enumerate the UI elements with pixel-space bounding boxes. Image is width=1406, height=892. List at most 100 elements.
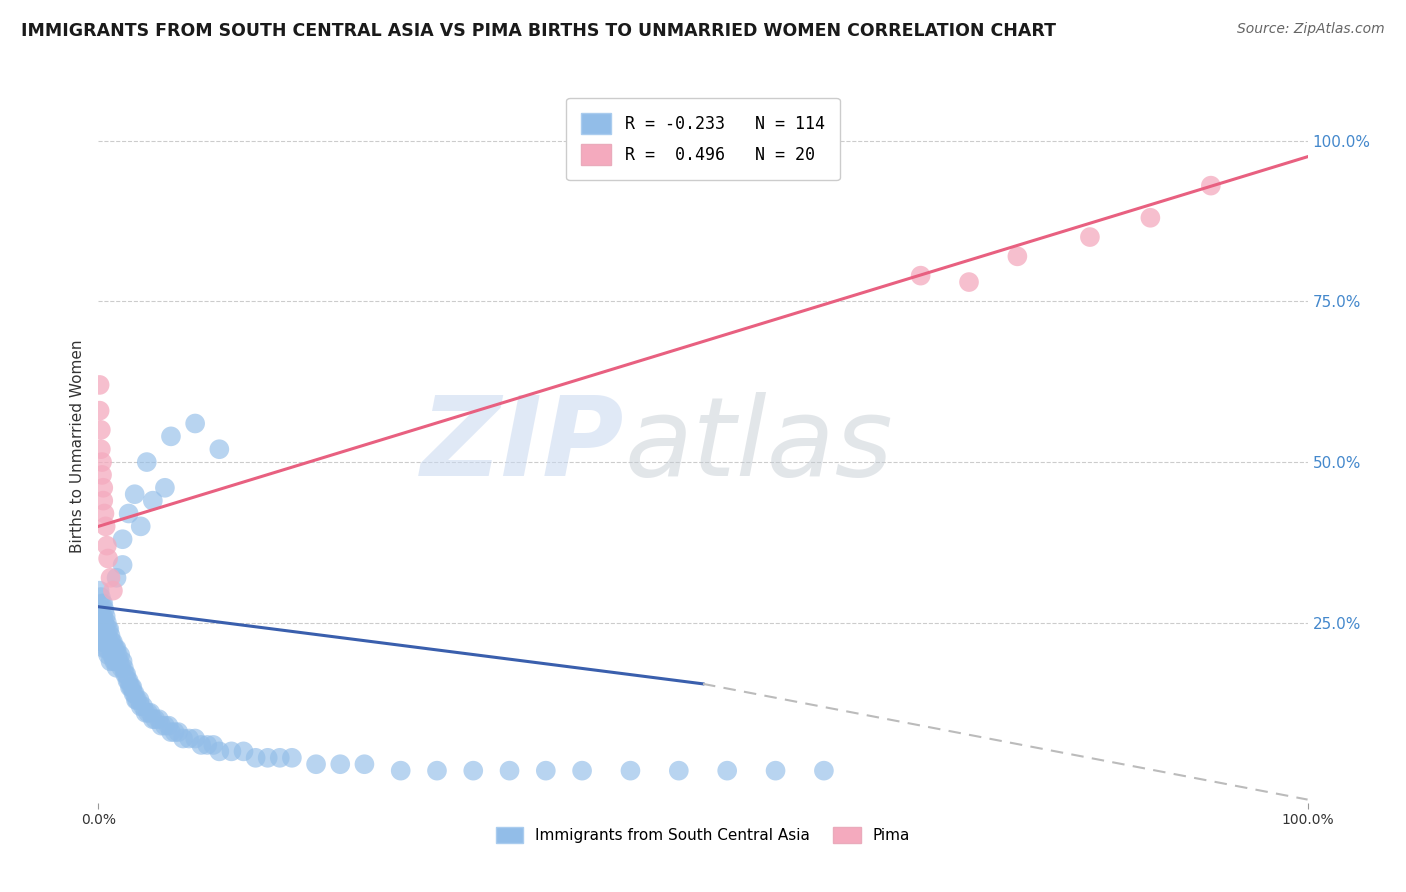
Point: [90, 442, 112, 457]
Point: [269, 751, 291, 765]
Point: [108, 648, 131, 662]
Point: [135, 455, 157, 469]
Point: [127, 693, 149, 707]
Point: [129, 699, 152, 714]
Text: atlas: atlas: [624, 392, 893, 500]
Point: [103, 641, 125, 656]
Point: [150, 719, 173, 733]
Point: [139, 706, 162, 720]
Point: [208, 442, 231, 457]
Point: [101, 583, 124, 598]
Point: [91, 622, 114, 636]
Point: [129, 519, 152, 533]
Point: [117, 673, 139, 688]
Point: [89, 615, 111, 630]
Point: [163, 725, 186, 739]
Point: [89, 603, 111, 617]
Point: [93, 641, 115, 656]
Point: [153, 481, 176, 495]
Point: [118, 673, 141, 688]
Point: [135, 706, 157, 720]
Point: [813, 764, 835, 778]
Point: [195, 738, 218, 752]
Y-axis label: Births to Unmarried Women: Births to Unmarried Women: [69, 339, 84, 553]
Point: [91, 609, 114, 624]
Point: [103, 654, 125, 668]
Point: [160, 429, 183, 443]
Point: [463, 764, 485, 778]
Point: [91, 467, 114, 482]
Point: [101, 648, 124, 662]
Point: [571, 764, 593, 778]
Point: [91, 493, 114, 508]
Point: [329, 757, 352, 772]
Point: [111, 533, 134, 547]
Point: [96, 539, 118, 553]
Point: [184, 417, 207, 431]
Point: [202, 738, 225, 752]
Point: [89, 583, 111, 598]
Point: [1078, 230, 1101, 244]
Point: [98, 622, 121, 636]
Point: [91, 481, 114, 495]
Point: [90, 603, 112, 617]
Point: [153, 719, 176, 733]
Point: [124, 487, 146, 501]
Point: [245, 751, 267, 765]
Point: [619, 764, 641, 778]
Point: [256, 751, 278, 765]
Point: [100, 641, 122, 656]
Point: [208, 744, 231, 758]
Point: [1199, 178, 1222, 193]
Point: [142, 493, 165, 508]
Point: [100, 629, 122, 643]
Point: [105, 641, 128, 656]
Point: [108, 654, 131, 668]
Text: Source: ZipAtlas.com: Source: ZipAtlas.com: [1237, 22, 1385, 37]
Point: [910, 268, 932, 283]
Point: [96, 629, 118, 643]
Point: [534, 764, 557, 778]
Point: [128, 693, 150, 707]
Point: [136, 706, 159, 720]
Point: [107, 648, 129, 662]
Point: [115, 667, 138, 681]
Point: [305, 757, 328, 772]
Point: [90, 590, 112, 604]
Point: [1007, 249, 1029, 263]
Text: IMMIGRANTS FROM SOUTH CENTRAL ASIA VS PIMA BIRTHS TO UNMARRIED WOMEN CORRELATION: IMMIGRANTS FROM SOUTH CENTRAL ASIA VS PI…: [21, 22, 1056, 40]
Point: [89, 378, 111, 392]
Point: [111, 654, 134, 668]
Point: [160, 725, 183, 739]
Point: [101, 635, 124, 649]
Point: [121, 680, 143, 694]
Point: [100, 648, 122, 662]
Point: [93, 615, 115, 630]
Point: [765, 764, 787, 778]
Point: [97, 635, 120, 649]
Point: [97, 551, 120, 566]
Point: [97, 648, 120, 662]
Point: [91, 609, 114, 624]
Point: [142, 712, 165, 726]
Point: [132, 699, 155, 714]
Point: [112, 661, 135, 675]
Point: [172, 731, 194, 746]
Point: [105, 571, 128, 585]
Point: [90, 423, 112, 437]
Point: [98, 635, 121, 649]
Point: [91, 455, 114, 469]
Point: [100, 635, 122, 649]
Point: [148, 712, 170, 726]
Point: [716, 764, 738, 778]
Point: [232, 744, 254, 758]
Point: [190, 738, 212, 752]
Point: [89, 403, 111, 417]
Point: [389, 764, 412, 778]
Point: [184, 731, 207, 746]
Point: [143, 712, 166, 726]
Point: [93, 629, 115, 643]
Point: [94, 635, 117, 649]
Point: [91, 635, 114, 649]
Point: [498, 764, 520, 778]
